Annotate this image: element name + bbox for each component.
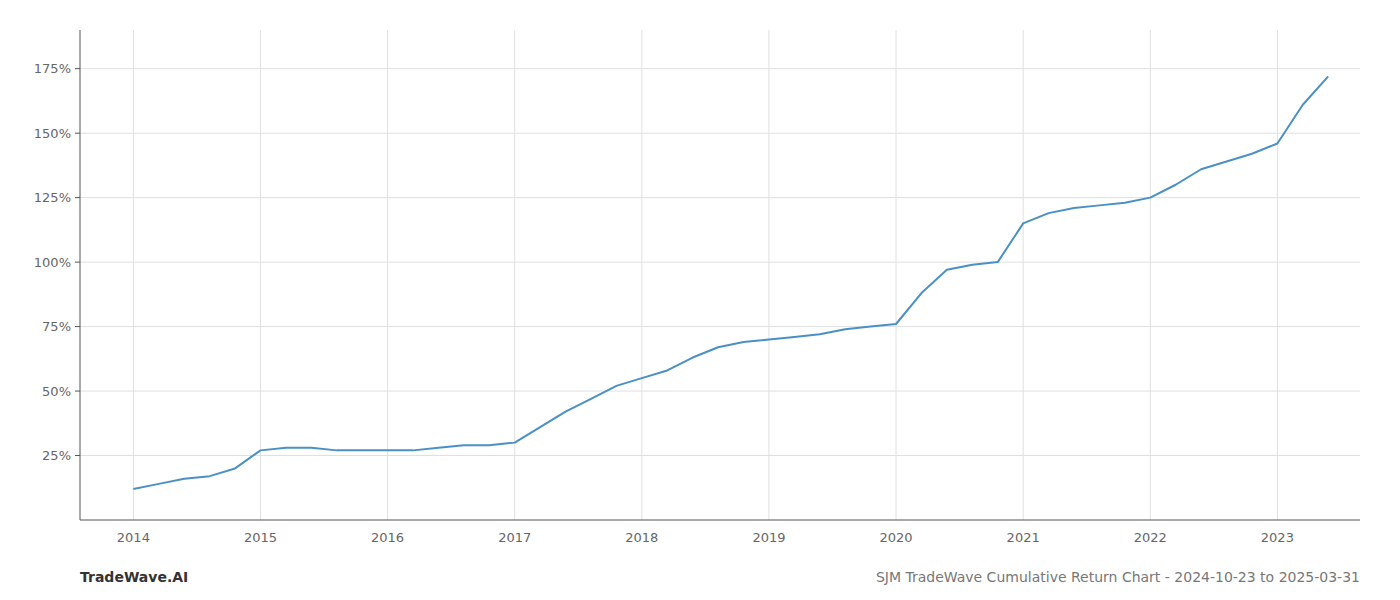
x-grid-line	[1150, 30, 1151, 520]
x-grid-line	[641, 30, 642, 520]
x-grid-line	[1277, 30, 1278, 520]
y-axis-line	[80, 30, 81, 520]
y-tick-label: 100%	[34, 255, 71, 270]
x-grid-line	[1023, 30, 1024, 520]
y-tick	[75, 133, 80, 134]
x-grid-line	[896, 30, 897, 520]
chart: 2014 2015 2016 2017 2018 2019 2020 2021 2022 2023…	[0, 0, 1400, 600]
x-grid-line	[133, 30, 134, 520]
y-tick-label: 125%	[34, 190, 71, 205]
x-tick-label: 2017	[498, 530, 531, 545]
x-tick-label: 2022	[1134, 530, 1167, 545]
y-tick	[75, 68, 80, 69]
title: SJM TradeWave Cumulative Return Chart - …	[876, 569, 1360, 585]
y-tick-label: 50%	[42, 384, 71, 399]
y-grid-line	[80, 68, 1360, 69]
x-tick-label: 2020	[880, 530, 913, 545]
y-tick	[75, 197, 80, 198]
x-grid-line	[260, 30, 261, 520]
x-grid-line	[768, 30, 769, 520]
x-tick-label: 2016	[371, 530, 404, 545]
y-tick-label: 175%	[34, 61, 71, 76]
x-tick-label: 2014	[117, 530, 150, 545]
y-grid-line	[80, 326, 1360, 327]
y-grid-line	[80, 262, 1360, 263]
plot-area	[133, 76, 1328, 489]
grid	[80, 30, 1360, 520]
x-tick-label: 2015	[244, 530, 277, 545]
line	[133, 76, 1328, 489]
y-tick-label: 25%	[42, 448, 71, 463]
watermark: TradeWave.AI	[80, 569, 188, 585]
y-tick-label: 75%	[42, 319, 71, 334]
x-grid-line	[387, 30, 388, 520]
y-tick	[75, 455, 80, 456]
x-tick-label: 2019	[752, 530, 785, 545]
y-tick	[75, 391, 80, 392]
x-grid-line	[514, 30, 515, 520]
y-tick-label: 150%	[34, 126, 71, 141]
y-grid-line	[80, 391, 1360, 392]
y-grid-line	[80, 133, 1360, 134]
y-tick	[75, 326, 80, 327]
y-grid-line	[80, 455, 1360, 456]
x-axis-line	[80, 520, 1360, 521]
y-tick	[75, 262, 80, 263]
x-tick-label: 2021	[1007, 530, 1040, 545]
x-tick-label: 2018	[625, 530, 658, 545]
x-tick-label: 2023	[1261, 530, 1294, 545]
y-grid-line	[80, 197, 1360, 198]
axes: 2014 2015 2016 2017 2018 2019 2020 2021 2022 2023…	[34, 30, 1360, 545]
